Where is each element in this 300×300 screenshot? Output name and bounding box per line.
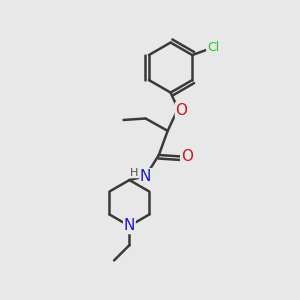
Text: O: O (176, 103, 188, 118)
Text: N: N (124, 218, 135, 233)
Text: O: O (181, 149, 193, 164)
Text: N: N (140, 169, 151, 184)
Text: Cl: Cl (207, 41, 219, 55)
Text: H: H (130, 168, 139, 178)
